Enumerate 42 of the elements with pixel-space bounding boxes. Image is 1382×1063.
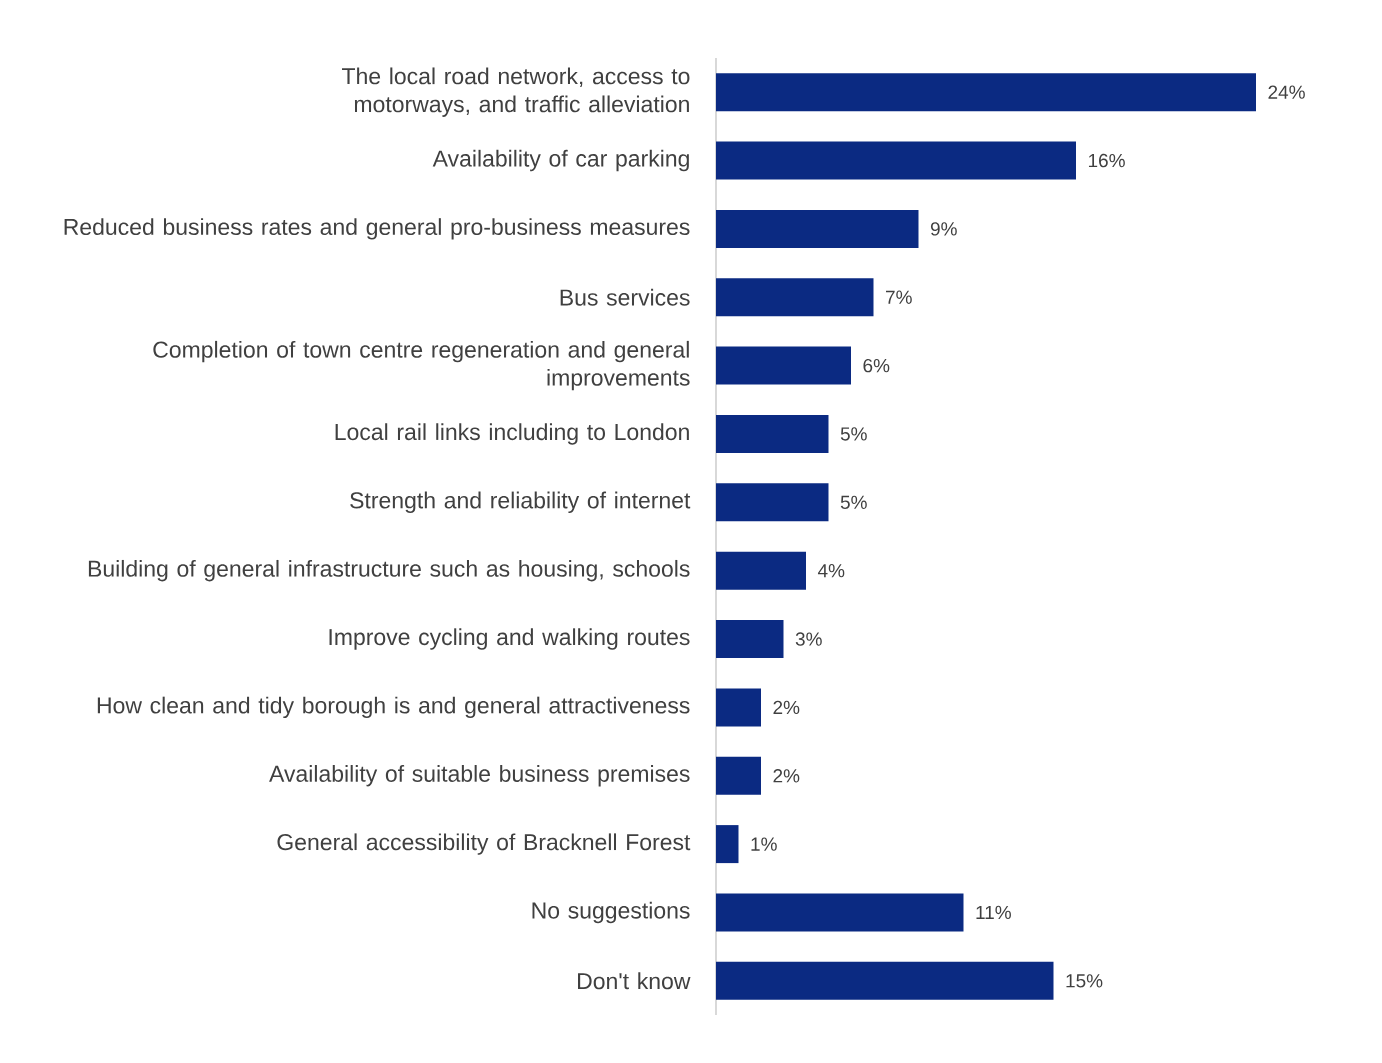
bar bbox=[716, 73, 1256, 112]
bar bbox=[716, 278, 874, 317]
bar bbox=[716, 893, 964, 932]
bar bbox=[716, 209, 919, 248]
y-tick-label: Building of general infrastructure such as housing, schools bbox=[88, 559, 690, 582]
bar bbox=[716, 688, 761, 727]
bar bbox=[716, 961, 1054, 1000]
bar bbox=[716, 551, 806, 590]
y-tick-label: Local rail links including to London bbox=[335, 423, 689, 445]
y-tick-label: Don't know bbox=[578, 972, 691, 990]
bar bbox=[716, 825, 739, 864]
data-label: 7% bbox=[886, 290, 912, 304]
y-tick-label: Improve cycling and walking routes bbox=[329, 628, 690, 650]
data-label: 5% bbox=[840, 495, 867, 510]
data-label: 6% bbox=[863, 358, 890, 373]
bar bbox=[716, 483, 829, 522]
data-label: 2% bbox=[773, 769, 800, 783]
bar bbox=[716, 414, 829, 453]
data-label: 9% bbox=[930, 222, 957, 236]
y-tick-label: No suggestions bbox=[532, 901, 690, 924]
y-tick-label: Bus services bbox=[560, 288, 690, 306]
data-label: 4% bbox=[817, 564, 845, 578]
y-tick-label: Availability of car parking bbox=[432, 149, 689, 172]
data-label: 2% bbox=[773, 700, 800, 715]
data-label: 15% bbox=[1066, 974, 1103, 988]
y-tick-label: Availability of suitable business premises bbox=[269, 765, 690, 787]
data-label: 11% bbox=[976, 905, 1011, 920]
y-tick-label: The local road network, access to motorways, and traffic alleviation bbox=[341, 67, 690, 117]
y-tick-label: Reduced business rates and general pro-business measures bbox=[64, 218, 690, 240]
bar bbox=[716, 141, 1076, 180]
data-label: 16% bbox=[1088, 153, 1125, 168]
y-tick-label: How clean and tidy borough is and general attractiveness bbox=[97, 696, 690, 719]
y-tick-label: Completion of town centre regeneration and general improvements bbox=[153, 340, 690, 391]
data-label: 1% bbox=[751, 837, 777, 851]
y-tick-label: General accessibility of Bracknell Forest bbox=[277, 833, 691, 855]
bar bbox=[716, 756, 761, 795]
bar bbox=[716, 346, 851, 385]
data-label: 3% bbox=[795, 632, 822, 646]
y-tick-label: Strength and reliability of internet bbox=[350, 491, 691, 514]
data-label: 5% bbox=[840, 427, 867, 441]
bar bbox=[716, 620, 784, 659]
data-label: 24% bbox=[1268, 85, 1305, 99]
